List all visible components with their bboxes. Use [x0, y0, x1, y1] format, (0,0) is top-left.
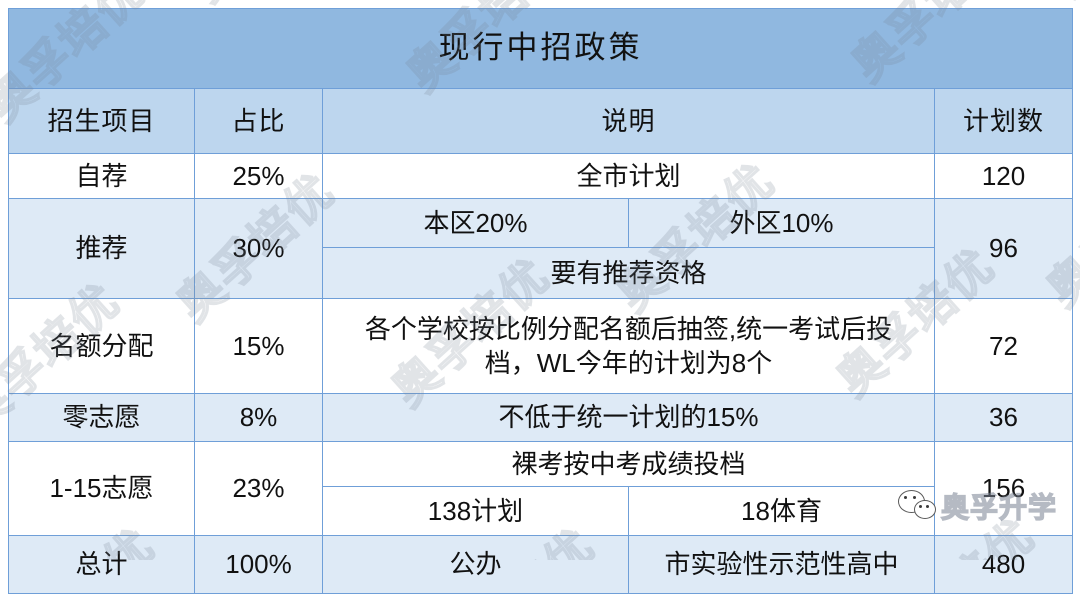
cell-item: 1-15志愿 [8, 441, 195, 536]
cell-plan: 36 [933, 393, 1074, 442]
column-header-description: 说明 [322, 88, 935, 154]
cell-description-right: 外区10% [628, 198, 935, 248]
cell-plan: 120 [933, 153, 1074, 199]
table-row: 零志愿 8% 不低于统一计划的15% 36 [8, 393, 1074, 442]
cell-ratio: 8% [194, 393, 323, 442]
cell-description-left: 138计划 [322, 486, 629, 536]
column-header-item: 招生项目 [8, 88, 195, 154]
cell-ratio: 15% [194, 298, 323, 394]
description-line-2: 档，WL今年的计划为8个 [484, 348, 773, 378]
cell-plan: 72 [933, 298, 1074, 394]
table-row: 总计 100% 公办 市实验性示范性高中 480 [8, 535, 1074, 594]
table-row: 自荐 25% 全市计划 120 [8, 153, 1074, 199]
column-header-ratio: 占比 [194, 88, 323, 154]
table-row: 推荐 30% 本区20% 外区10% 96 [8, 198, 1074, 299]
cell-item: 零志愿 [8, 393, 195, 442]
cell-plan: 480 [933, 535, 1074, 594]
table-title-row: 现行中招政策 [7, 8, 1074, 89]
cell-item: 名额分配 [8, 298, 195, 394]
column-header-plan: 计划数 [933, 88, 1074, 154]
cell-item: 自荐 [8, 153, 195, 199]
cell-description-left: 本区20% [322, 198, 629, 248]
cell-description: 不低于统一计划的15% [322, 393, 935, 442]
table-row: 名额分配 15% 各个学校按比例分配名额后抽签,统一考试后投 档，WL今年的计划… [8, 298, 1074, 394]
admission-policy-table: 现行中招政策 招生项目 占比 说明 计划数 自荐 25% 全市计划 120 推荐… [7, 8, 1074, 594]
cell-item: 推荐 [8, 198, 195, 299]
cell-plan: 96 [933, 198, 1074, 299]
cell-description-right: 18体育 [628, 486, 935, 536]
cell-ratio: 25% [194, 153, 323, 199]
cell-description-top: 裸考按中考成绩投档 [322, 441, 935, 487]
watermark-text: 奥孚培优 [620, 0, 807, 4]
cell-ratio: 23% [194, 441, 323, 536]
cell-plan: 156 [933, 441, 1074, 536]
cell-description: 各个学校按比例分配名额后抽签,统一考试后投 档，WL今年的计划为8个 [322, 298, 935, 394]
cell-description-left: 公办 [322, 535, 629, 594]
cell-description-right: 市实验性示范性高中 [628, 535, 935, 594]
table-row: 1-15志愿 23% 裸考按中考成绩投档 156 [8, 441, 1074, 536]
cell-item: 总计 [8, 535, 195, 594]
table-row-sub: 要有推荐资格 [9, 247, 1073, 299]
page-title: 现行中招政策 [7, 8, 1074, 89]
cell-description-bottom: 要有推荐资格 [322, 247, 935, 299]
table-header-row: 招生项目 占比 说明 计划数 [8, 88, 1074, 154]
cell-description: 全市计划 [322, 153, 935, 199]
cell-ratio: 30% [194, 198, 323, 299]
description-line-1: 各个学校按比例分配名额后抽签,统一考试后投 [364, 313, 893, 344]
cell-ratio: 100% [194, 535, 323, 594]
policy-table-container: 现行中招政策 招生项目 占比 说明 计划数 自荐 25% 全市计划 120 推荐… [7, 8, 1074, 594]
